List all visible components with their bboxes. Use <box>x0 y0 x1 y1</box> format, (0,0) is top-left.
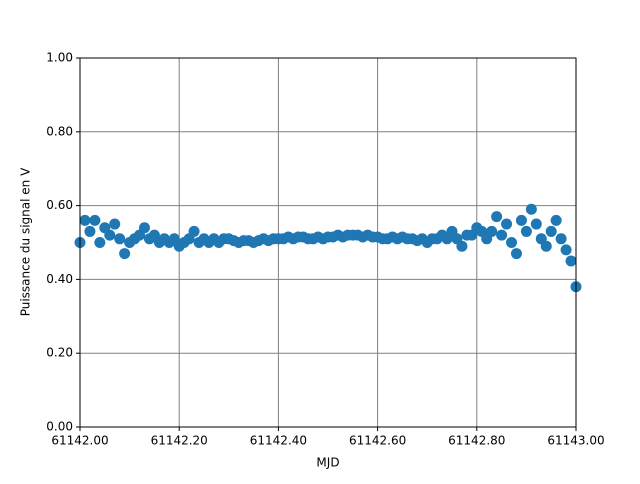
point <box>188 225 200 237</box>
point <box>515 214 527 226</box>
point <box>510 248 522 260</box>
point <box>79 214 91 226</box>
point <box>501 218 513 230</box>
point <box>540 240 552 252</box>
y-axis-label: Puissance du signal en V <box>19 167 33 316</box>
x-tick-label: 61142.60 <box>349 434 406 448</box>
point <box>496 229 508 241</box>
point <box>94 237 106 248</box>
x-tick-label: 61142.00 <box>51 434 108 448</box>
y-tick-label: 0.20 <box>46 346 73 360</box>
point <box>114 233 126 245</box>
x-tick-label: 61143.00 <box>547 434 604 448</box>
x-tick-label: 61142.20 <box>151 434 208 448</box>
point <box>506 237 518 248</box>
point <box>550 214 562 226</box>
y-tick-label: 0.00 <box>46 420 73 434</box>
x-tick-label: 61142.80 <box>448 434 505 448</box>
point <box>84 225 96 237</box>
point <box>530 218 542 230</box>
point <box>520 225 532 237</box>
point <box>545 225 557 237</box>
point <box>89 214 101 226</box>
point <box>555 233 567 245</box>
points <box>74 203 582 293</box>
point <box>486 225 498 237</box>
y-tick-label: 0.60 <box>46 198 73 212</box>
x-tick-label: 61142.40 <box>250 434 307 448</box>
point <box>525 203 537 215</box>
point <box>560 244 572 256</box>
point <box>456 240 468 252</box>
y-tick-label: 0.40 <box>46 272 73 286</box>
point <box>104 229 116 241</box>
point <box>109 218 121 230</box>
y-tick-label: 1.00 <box>46 51 73 65</box>
point <box>565 255 577 267</box>
x-axis-label: MJD <box>316 456 339 470</box>
point <box>119 248 131 260</box>
y-tick-label: 0.80 <box>46 124 73 138</box>
point <box>138 222 150 234</box>
plot-frame <box>79 57 577 428</box>
point <box>491 211 503 223</box>
